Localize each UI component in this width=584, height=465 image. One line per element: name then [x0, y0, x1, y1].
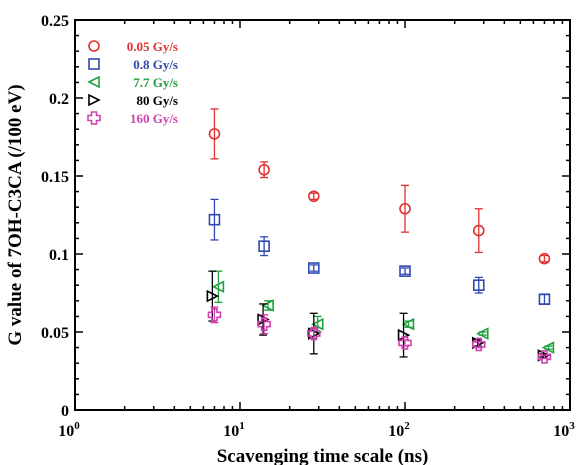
- data-point: [399, 265, 411, 277]
- legend-label: 7.7 Gy/s: [133, 75, 178, 90]
- series-0: [208, 108, 551, 265]
- legend-marker: [88, 40, 100, 52]
- data-point: [401, 317, 415, 331]
- legend-label: 0.05 Gy/s: [127, 39, 178, 54]
- y-tick-label: 0.2: [49, 91, 69, 108]
- data-point: [471, 337, 486, 352]
- y-tick-label: 0: [61, 403, 69, 420]
- data-point: [208, 128, 221, 140]
- series-1: [208, 198, 551, 306]
- x-axis-title: Scavenging time scale (ns): [217, 446, 429, 465]
- data-point: [257, 313, 270, 326]
- data-point: [399, 202, 411, 215]
- data-point: [307, 190, 320, 203]
- y-tick-label: 0.15: [41, 169, 69, 186]
- x-tick-label: 100: [58, 420, 80, 440]
- y-tick-label: 0.1: [49, 247, 69, 264]
- legend-label: 0.8 Gy/s: [133, 57, 178, 72]
- x-tick-label: 102: [388, 420, 410, 440]
- data-point: [211, 280, 225, 294]
- legend-label: 160 Gy/s: [130, 111, 178, 126]
- data-point: [258, 163, 270, 176]
- x-tick-label: 103: [553, 420, 575, 440]
- data-point: [307, 262, 320, 274]
- legend-marker: [87, 111, 101, 125]
- y-axis-title: G value of 7OH-C3CA (/100 eV): [5, 84, 26, 345]
- data-point: [475, 327, 489, 340]
- data-point: [258, 240, 270, 252]
- plot-frame: [74, 19, 571, 411]
- data-point: [261, 299, 274, 312]
- data-point: [472, 224, 485, 237]
- y-tick-label: 0.05: [41, 325, 69, 342]
- data-point: [206, 289, 220, 303]
- data-point: [208, 213, 221, 226]
- legend-label: 80 Gy/s: [136, 93, 178, 108]
- data-point: [541, 341, 555, 354]
- series-3: [206, 270, 551, 362]
- data-point: [538, 252, 551, 265]
- legend-marker: [88, 93, 101, 107]
- data-point: [537, 350, 552, 364]
- series-4: [207, 306, 552, 364]
- data-point: [398, 336, 412, 350]
- legend-marker: [88, 58, 100, 70]
- data-point: [538, 293, 551, 306]
- legend-marker: [87, 75, 100, 89]
- data-point: [257, 317, 271, 332]
- data-point: [207, 308, 222, 322]
- y-tick-label: 0.25: [41, 13, 69, 30]
- data-point: [306, 326, 321, 341]
- data-point: [310, 317, 324, 331]
- data-point: [472, 279, 485, 292]
- series-2: [211, 270, 555, 354]
- x-tick-label: 101: [223, 420, 245, 440]
